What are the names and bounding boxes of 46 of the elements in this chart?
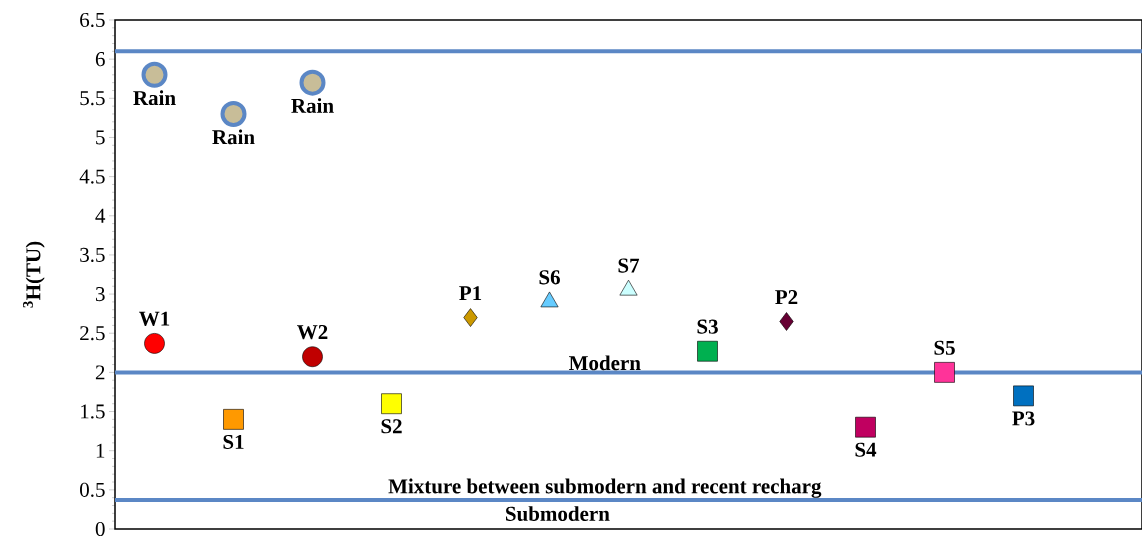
- y-tick-label: 2.5: [80, 326, 105, 341]
- series-label: S2: [381, 419, 402, 434]
- ref-line-label: Mixture between submodern and recent recharg: [388, 478, 822, 498]
- point: [697, 340, 718, 362]
- y-tick-label: 1.5: [81, 404, 105, 419]
- point: [855, 416, 876, 438]
- series-label: S6: [539, 270, 560, 285]
- point: [144, 333, 165, 354]
- series-label: W1: [139, 311, 170, 326]
- point: [1013, 385, 1034, 407]
- series-label: P1: [459, 286, 482, 301]
- series-label: S5: [934, 340, 955, 355]
- point: [302, 346, 323, 368]
- y-tick-label: 4.5: [79, 169, 105, 184]
- annotation: Submodern: [506, 506, 610, 521]
- series-label: W2: [297, 324, 328, 340]
- y-tick-label: 5: [96, 130, 105, 145]
- text: Rain: [133, 90, 176, 106]
- y-axis-title: $^{3}$H(TU): [23, 241, 45, 308]
- point: [934, 362, 955, 383]
- y-tick-label: 4: [95, 208, 106, 223]
- y-tick-label: 0.5: [80, 482, 105, 497]
- point: [223, 409, 244, 430]
- point: [220, 100, 247, 127]
- y-tick-label: 3.5: [80, 247, 105, 263]
- y-tick-label: 5.5: [80, 91, 105, 106]
- y-tick-label: 3: [95, 287, 105, 302]
- y-tick-label: 2: [95, 365, 105, 380]
- y-tick-label: 1: [96, 443, 105, 458]
- point: [463, 308, 478, 327]
- text: Rain: [212, 129, 255, 145]
- series-label: P2: [775, 290, 798, 304]
- series-label: S1: [223, 434, 244, 449]
- series-label: S7: [618, 258, 640, 273]
- point: [141, 61, 168, 88]
- point: [381, 393, 402, 415]
- series-label: P3: [1012, 411, 1035, 426]
- y-tick-label: 6.5: [80, 12, 105, 28]
- point: [299, 69, 326, 96]
- legend-label: Rain: [291, 98, 334, 113]
- y-tick-label: 0: [95, 521, 105, 537]
- series-label: S3: [697, 319, 718, 334]
- y-tick-label: 6: [95, 52, 105, 67]
- series-label: S4: [855, 442, 877, 457]
- point: [779, 312, 794, 331]
- ref-line-label: Modern: [569, 355, 641, 371]
